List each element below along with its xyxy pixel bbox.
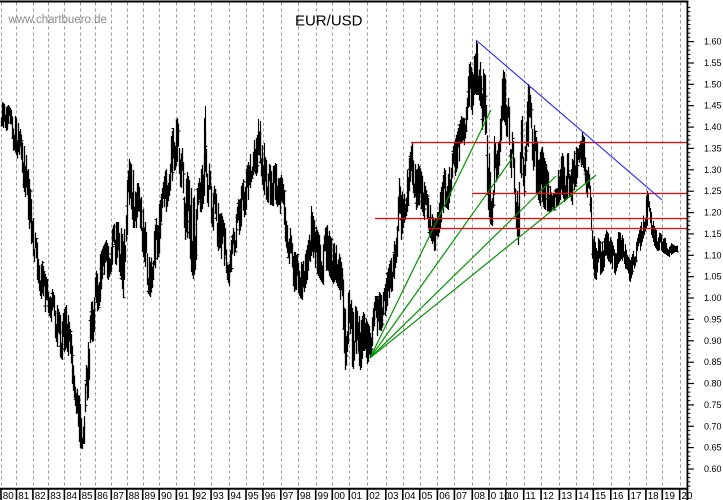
svg-text:89: 89 [145, 491, 156, 500]
svg-text:04: 04 [405, 491, 416, 500]
svg-text:81: 81 [18, 491, 29, 500]
svg-text:1.60: 1.60 [704, 37, 722, 47]
svg-text:0.60: 0.60 [704, 464, 722, 474]
svg-text:95: 95 [248, 491, 259, 500]
svg-text:19: 19 [664, 491, 675, 500]
svg-text:00: 00 [334, 491, 345, 500]
svg-text:1.35: 1.35 [704, 143, 722, 153]
svg-text:97: 97 [283, 491, 294, 500]
svg-text:90: 90 [161, 491, 172, 500]
svg-text:1.00: 1.00 [704, 293, 722, 303]
svg-text:1.05: 1.05 [704, 272, 722, 282]
svg-text:0.85: 0.85 [704, 357, 722, 367]
svg-text:86: 86 [97, 491, 108, 500]
svg-text:03: 03 [388, 491, 399, 500]
svg-text:1.50: 1.50 [704, 79, 722, 89]
svg-text:82: 82 [35, 491, 46, 500]
svg-text:96: 96 [265, 491, 276, 500]
svg-text:18: 18 [648, 491, 659, 500]
svg-text:91: 91 [178, 491, 189, 500]
svg-text:88: 88 [129, 491, 140, 500]
svg-text:EUR/USD: EUR/USD [295, 13, 363, 30]
svg-text:1.20: 1.20 [704, 208, 722, 218]
svg-text:80: 80 [3, 491, 14, 500]
svg-text:87: 87 [113, 491, 124, 500]
svg-text:15: 15 [595, 491, 606, 500]
svg-text:1.40: 1.40 [704, 122, 722, 132]
svg-text:83: 83 [50, 491, 61, 500]
svg-text:0.65: 0.65 [704, 443, 722, 453]
svg-text:16: 16 [613, 491, 624, 500]
svg-text:99: 99 [318, 491, 329, 500]
svg-text:08: 08 [474, 491, 485, 500]
svg-text:1.30: 1.30 [704, 165, 722, 175]
svg-text:0.75: 0.75 [704, 400, 722, 410]
svg-text:14: 14 [578, 491, 589, 500]
svg-text:93: 93 [213, 491, 224, 500]
svg-text:12: 12 [543, 491, 554, 500]
svg-text:11: 11 [526, 491, 536, 500]
svg-text:94: 94 [230, 491, 241, 500]
svg-text:85: 85 [82, 491, 93, 500]
svg-text:02: 02 [369, 491, 380, 500]
svg-text:07: 07 [456, 491, 467, 500]
svg-text:0 10: 0 10 [491, 491, 511, 500]
svg-text:0.90: 0.90 [704, 336, 722, 346]
svg-text:1.25: 1.25 [704, 186, 722, 196]
svg-text:05: 05 [422, 491, 433, 500]
svg-text:1.45: 1.45 [704, 101, 722, 111]
svg-text:17: 17 [631, 491, 642, 500]
svg-text:06: 06 [439, 491, 450, 500]
svg-text:0.80: 0.80 [704, 379, 722, 389]
svg-text:0.95: 0.95 [704, 314, 722, 324]
svg-text:10: 10 [508, 491, 519, 500]
svg-text:13: 13 [561, 491, 572, 500]
svg-text:0.70: 0.70 [704, 421, 722, 431]
svg-text:01: 01 [351, 491, 362, 500]
svg-text:84: 84 [66, 491, 77, 500]
svg-text:1.15: 1.15 [704, 229, 722, 239]
svg-text:1.10: 1.10 [704, 250, 722, 260]
svg-text:www.chartbuero.de: www.chartbuero.de [8, 14, 107, 26]
svg-text:98: 98 [300, 491, 311, 500]
svg-text:92: 92 [196, 491, 207, 500]
svg-text:1.55: 1.55 [704, 58, 722, 68]
